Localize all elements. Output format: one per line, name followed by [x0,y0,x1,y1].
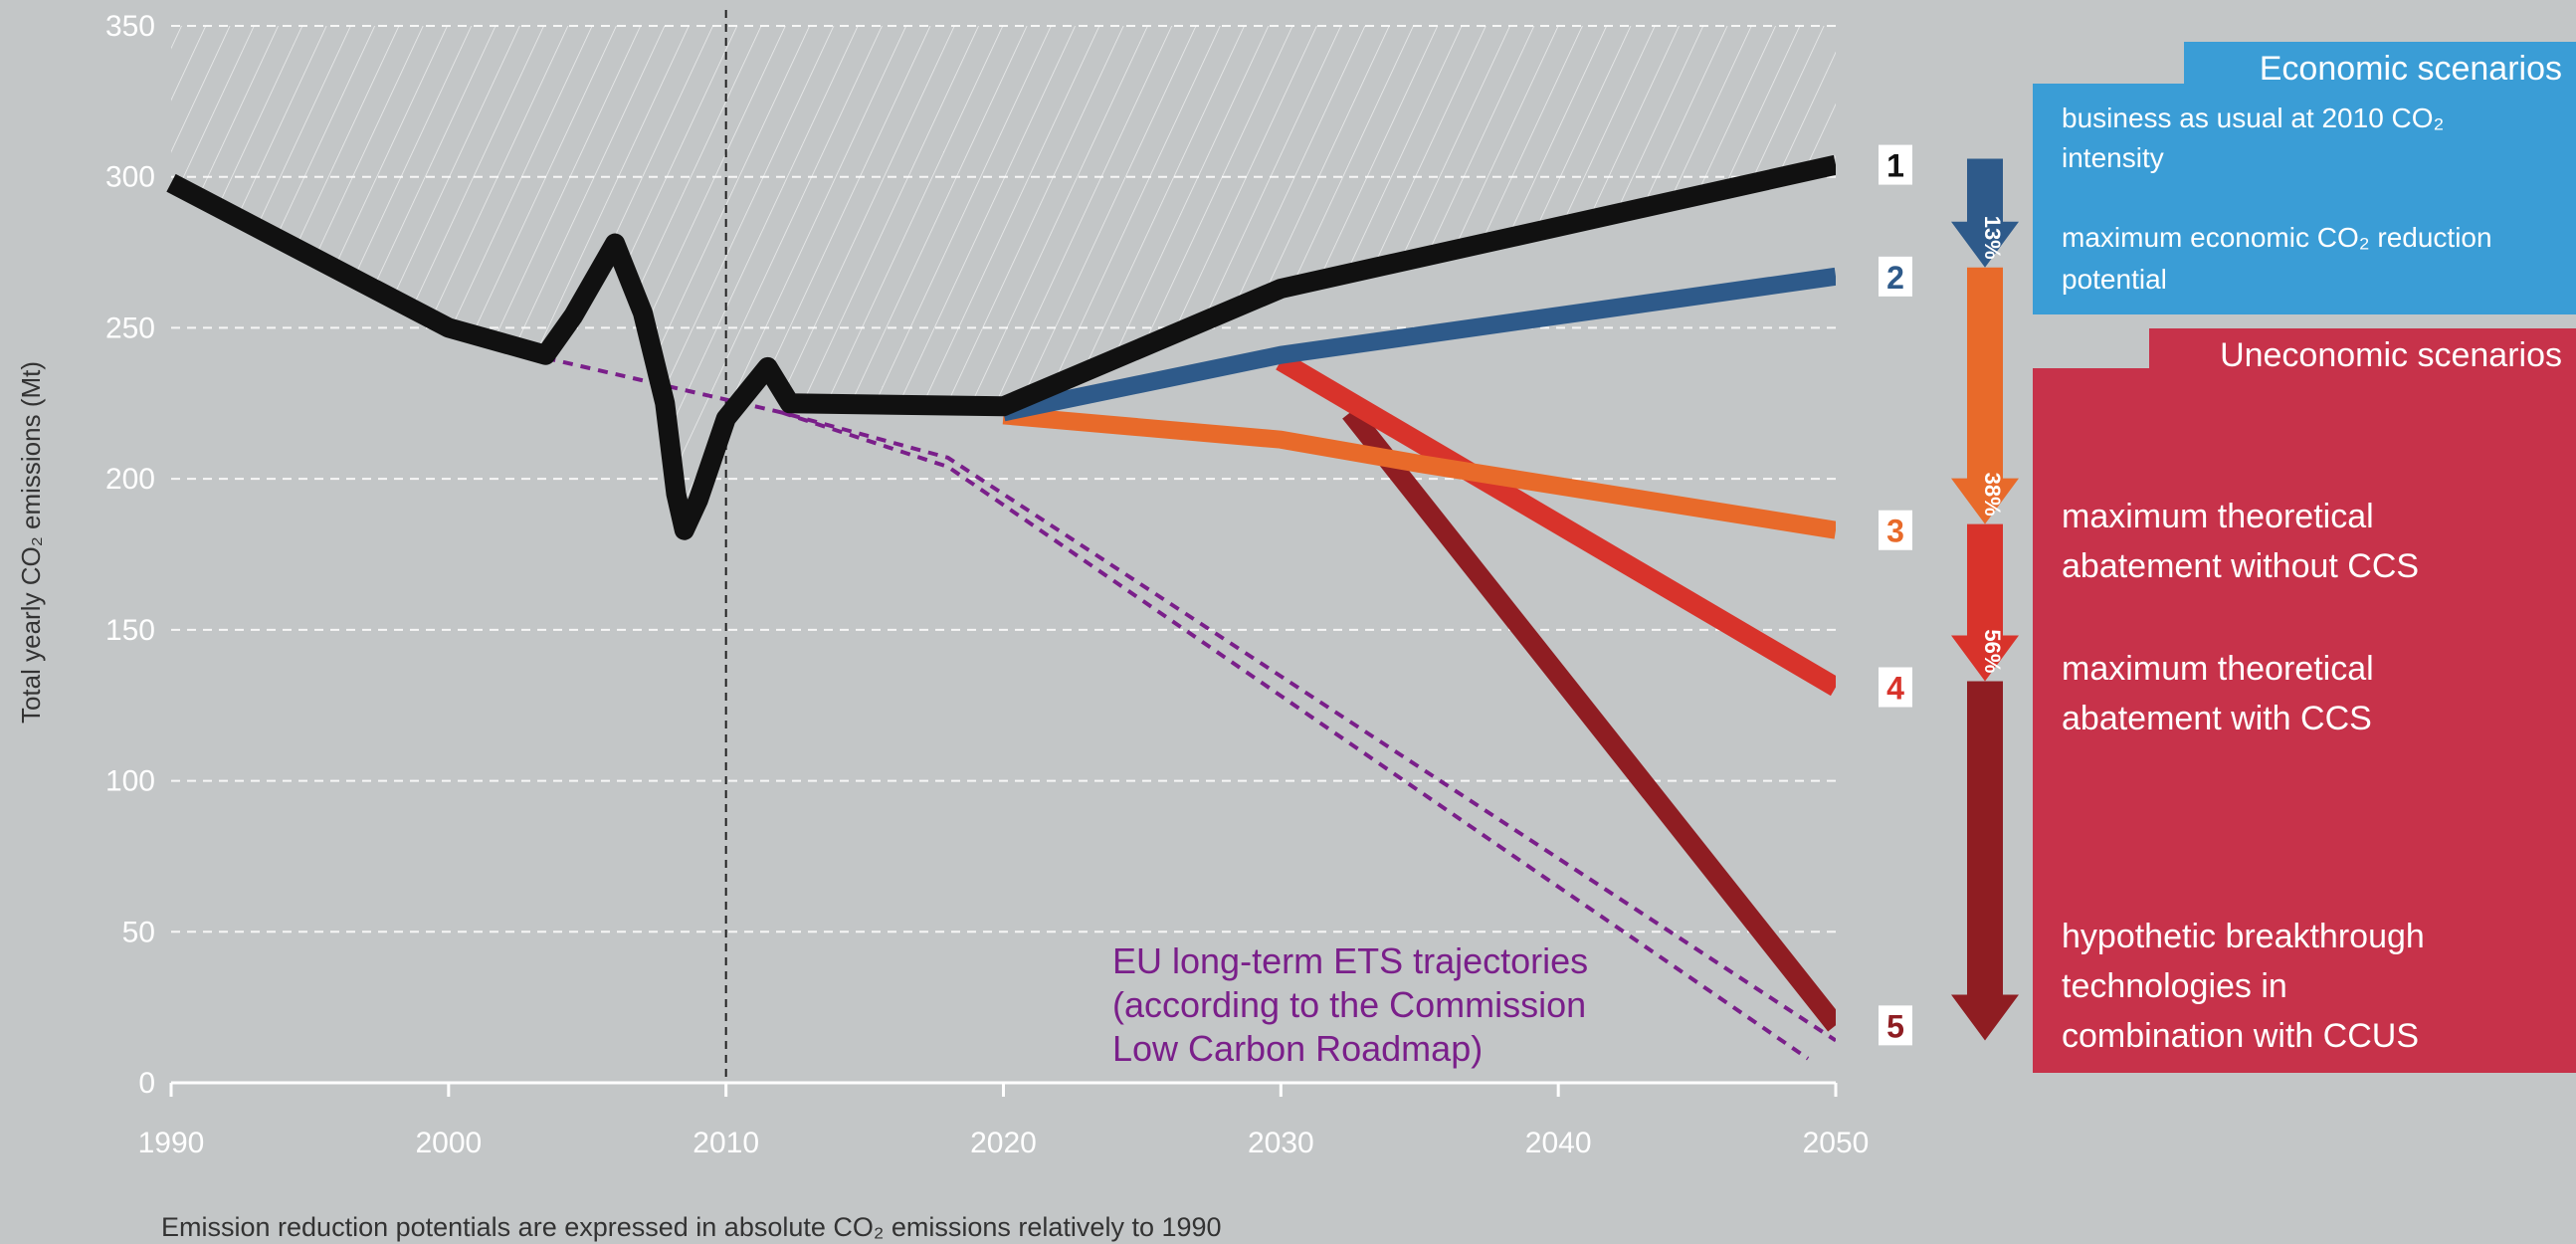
y-tick-label: 50 [122,916,155,948]
hatched-region [171,26,1836,530]
uneconomic-item-text: combination with CCUS [2062,1017,2419,1055]
end-label-2: 2 [1886,260,1904,296]
y-tick-label: 300 [105,161,155,194]
x-tick-label: 1990 [138,1127,205,1159]
uneconomic-scenarios-header: Uneconomic scenarios [2220,336,2562,374]
trajectory-annotation-line-2: (according to the Commission [1112,984,1586,1025]
scenario-line-1 [166,154,1836,540]
y-tick-label: 100 [105,765,155,798]
scenario-lines [166,154,1836,1032]
y-tick-label: 250 [105,311,155,344]
end-label-box-4 [1879,667,1912,708]
uneconomic-scenarios-box [2033,368,2576,1073]
end-label-box-3 [1879,510,1912,550]
arrow-segment [1951,158,2019,268]
footnote: Emission reduction potentials are expres… [161,1212,1222,1242]
y-axis-label: Total yearly CO₂ emissions (Mt) [16,361,46,724]
x-tick-label: 2040 [1525,1127,1592,1159]
x-tick-label: 2030 [1248,1127,1314,1159]
ets-trajectories [544,355,1836,1061]
economic-scenarios-box [2033,84,2576,314]
reduction-percent: 56% [1980,629,2005,673]
scenario-line-4 [1276,352,1836,697]
end-label-box-1 [1879,144,1912,185]
arrow-segment [1951,523,2019,682]
scenario-line-2 [1001,267,1836,422]
y-axis-ticks: 0 50 100 150 200 250 300 350 [105,10,155,1100]
uneconomic-item-text: hypothetic breakthrough [2062,918,2425,955]
arrow-segment [1951,267,2019,524]
end-label-1: 1 [1886,148,1904,184]
scenario-end-labels: 1 2 3 4 5 [1879,144,1912,1046]
x-tick-label: 2000 [415,1127,482,1159]
economic-item-text: maximum economic CO₂ reduction [2062,222,2492,253]
scenario-line-3 [1002,406,1836,539]
x-tick-label: 2020 [970,1127,1037,1159]
uneconomic-item-text: abatement with CCS [2062,700,2372,737]
uneconomic-item-text: maximum theoretical [2062,498,2374,535]
x-axis-ticks: 1990 2000 2010 2020 2030 2040 2050 [138,1083,1870,1159]
scenario-line-5 [1342,406,1836,1032]
economic-header-tab [2184,42,2576,92]
end-label-box-2 [1879,256,1912,297]
reduction-percent: 38% [1980,473,2005,517]
economic-item-text: potential [2062,264,2167,295]
end-label-5: 5 [1886,1008,1904,1044]
arrow-segment [1951,681,2019,1041]
economic-item-text: business as usual at 2010 CO₂ [2062,103,2444,133]
trajectory-annotation-line-1: EU long-term ETS trajectories [1112,940,1588,981]
economic-item-text: intensity [2062,142,2164,173]
end-label-3: 3 [1886,514,1904,549]
y-tick-label: 0 [138,1067,155,1100]
x-tick-label: 2010 [693,1127,759,1159]
x-tick-label: 2050 [1803,1127,1870,1159]
reduction-percent: 13% [1980,216,2005,260]
trajectory-annotation-line-3: Low Carbon Roadmap) [1112,1028,1483,1069]
uneconomic-item-text: abatement without CCS [2062,547,2419,585]
legend: Economic scenarios business as usual at 2… [2033,42,2576,1073]
y-tick-label: 350 [105,10,155,43]
economic-scenarios-header: Economic scenarios [2260,50,2562,88]
uneconomic-item-text: maximum theoretical [2062,650,2374,688]
end-label-4: 4 [1886,671,1904,707]
uneconomic-item-text: technologies in [2062,967,2287,1005]
ets-trajectory-line [780,410,1810,1061]
ets-trajectory-line [544,355,1836,1043]
reduction-arrow: 13% 38% 56% [1951,158,2019,1041]
end-label-box-5 [1879,1005,1912,1046]
y-tick-label: 200 [105,463,155,496]
y-tick-label: 150 [105,614,155,647]
